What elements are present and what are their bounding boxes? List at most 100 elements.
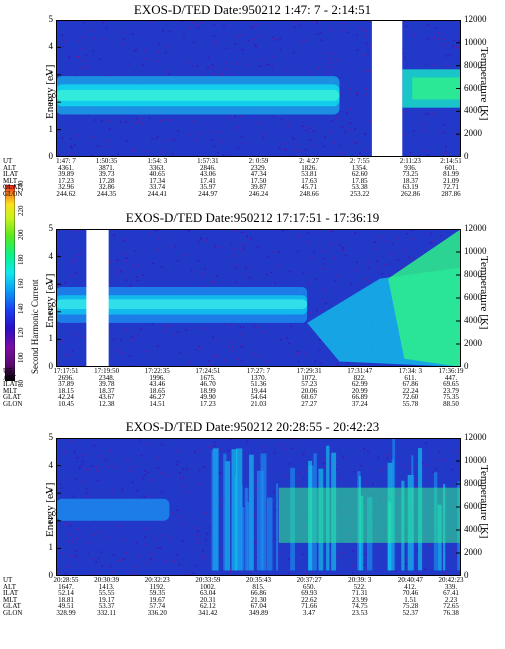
heatmap-cell [339,476,342,479]
heatmap-cell [317,483,320,485]
heatmap-cell [436,459,439,461]
heatmap-cell [304,39,307,42]
y-axis-right-label: Temperature [K] [478,465,490,539]
heatmap-cell [218,504,221,507]
heatmap-cell [122,540,125,542]
heatmap-cell [260,58,263,61]
heatmap-cell [105,27,108,30]
heatmap-cell [94,534,96,536]
heatmap-cell [359,465,362,467]
ephemeris-row-label: MLT [3,595,18,604]
heatmap-cell [171,153,174,155]
ephemeris-value: 2:11:23 [399,157,421,165]
heatmap-cell [177,260,179,262]
heatmap-cell [344,254,347,257]
ephemeris-value: 611. [404,373,417,382]
heatmap-cell [214,442,216,444]
heatmap-cell [92,136,94,138]
heatmap-cell [141,64,144,66]
heatmap-cell [257,122,260,124]
heatmap-cell [79,466,82,468]
heatmap-cell [88,495,91,497]
ephemeris-value: 2: 0:59 [248,157,269,165]
ephemeris-value: 244.41 [147,190,167,198]
heatmap-cell [67,566,70,568]
heatmap-cell [403,465,406,467]
heatmap-cell [154,230,157,232]
heatmap-cell [381,469,384,472]
heatmap-cell [262,137,265,139]
heatmap-cell [61,137,64,139]
heatmap-cell [106,74,109,77]
ephemeris-row-label: GLON [3,609,23,617]
heatmap-cell [163,330,166,332]
heatmap-cell [249,570,252,573]
heatmap-cell [337,574,340,576]
heatmap-cell [240,135,243,138]
heatmap-cell [143,543,145,545]
ephemeris-value: 1675. [200,373,216,382]
ephemeris-row-label: ILAT [3,380,19,389]
y-right-tick-label: 4000 [464,524,482,534]
heatmap-cell [251,26,254,29]
heatmap-cell [452,555,455,558]
heatmap-cell [131,149,134,152]
heatmap-cell [422,124,425,126]
heatmap-cell [91,29,94,32]
heatmap-cell [293,26,296,28]
ephemeris-value: 17:36:19 [438,367,464,375]
heatmap-cell [138,439,141,441]
heatmap-cell [406,542,409,544]
heatmap-cell [405,558,408,561]
heatmap-cell [367,70,370,72]
ephemeris-value: 18.81 [58,595,74,604]
heatmap-cell [331,231,334,233]
ephemeris-value: 17.28 [98,176,115,185]
heatmap-cell [248,276,251,279]
heatmap-cell [208,364,211,367]
heatmap-cell [291,439,293,441]
heatmap-cell [301,454,304,456]
heatmap-cell [293,21,296,24]
ephemeris-value: 19.44 [250,386,267,395]
heatmap-cell [342,30,345,32]
heatmap-cell [173,139,176,142]
heatmap-cell [363,448,366,450]
heatmap-cell [60,487,63,489]
heatmap-cell [365,30,368,32]
heatmap-cell [365,70,367,72]
heatmap-cell [314,21,316,23]
heatmap-cell [401,52,404,54]
heatmap-cell [128,470,131,472]
heatmap-cell [148,117,151,119]
heatmap-cell [97,470,99,472]
heatmap-cell [322,268,325,270]
heatmap-cell [213,23,216,26]
ephemeris-value: 75.35 [443,393,459,402]
y-tick-label: 4 [48,459,54,470]
heatmap-cell [299,472,301,475]
heatmap-cell [444,152,447,154]
heatmap-cell [108,128,111,130]
heatmap-cell [316,22,319,24]
heatmap-cell [281,142,284,145]
heatmap-cell [254,44,257,46]
heatmap-cell [169,537,172,539]
heatmap-cell [444,459,447,461]
heatmap-cell [154,538,157,540]
heatmap-cell [143,49,146,52]
heatmap-cell [117,153,120,155]
heatmap-cell [135,571,138,574]
heatmap-cell [225,47,228,49]
ephemeris-table: UT 20:28:55 20:30:39 20:32:23 20:33:59 20:35:… [0,576,505,617]
heatmap-cell [322,462,325,465]
ephemeris-value: 57.74 [149,602,166,611]
heatmap-cell [386,454,389,457]
ephemeris-value: 49.90 [200,393,216,402]
ephemeris-value: 72.65 [443,602,459,611]
heatmap-cell [356,93,359,96]
heatmap-cell [305,469,308,471]
heatmap-cell [288,558,290,560]
heatmap-cell [197,26,200,29]
heatmap-cell [85,249,88,251]
